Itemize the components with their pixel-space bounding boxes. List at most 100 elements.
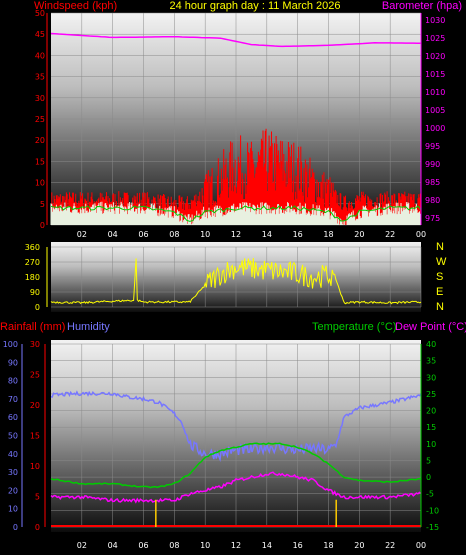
barometer-tick-label: 1000 [425, 124, 445, 133]
wind-tick-label: 5 [40, 200, 45, 209]
x-tick-label: 04 [108, 230, 118, 239]
humidity-tick-label: 50 [8, 432, 18, 441]
x-tick-label: 08 [169, 230, 179, 239]
x-tick-label: 22 [385, 230, 395, 239]
temperature-tick-label: 5 [426, 456, 431, 465]
x-tick-label: 12 [231, 541, 241, 550]
x-tick-label: 14 [262, 230, 272, 239]
barometer-tick-label: 995 [425, 142, 440, 151]
rain-tick-label: 20 [30, 401, 40, 410]
barometer-tick-label: 1010 [425, 88, 445, 97]
temperature-tick-label: 10 [426, 440, 436, 449]
humidity-tick-label: 90 [8, 358, 18, 367]
temperature-tick-label: 35 [426, 357, 436, 366]
compass-label: E [436, 286, 443, 298]
rain-tick-label: 15 [30, 432, 40, 441]
x-tick-label: 20 [354, 230, 364, 239]
wind-tick-label: 0 [40, 221, 45, 230]
x-tick-label: 18 [323, 230, 333, 239]
wind-tick-label: 50 [35, 9, 45, 18]
x-tick-label: 22 [385, 541, 395, 550]
direction-tick-label: 180 [25, 273, 40, 282]
compass-label: N [436, 241, 444, 253]
humidity-tick-label: 10 [8, 505, 18, 514]
barometer-tick-label: 990 [425, 160, 440, 169]
average-series [50, 201, 421, 225]
wind-tick-label: 20 [35, 136, 45, 145]
x-tick-label: 00 [416, 541, 426, 550]
temperature-tick-label: 25 [426, 390, 436, 399]
humidity-tick-label: 80 [8, 377, 18, 386]
direction-tick-label: 360 [25, 243, 40, 252]
direction-series [50, 257, 422, 305]
wind-tick-label: 25 [35, 115, 45, 124]
barometer-tick-label: 1015 [425, 70, 445, 79]
barometer-tick-label: 1025 [425, 34, 445, 43]
temperature-series [50, 442, 422, 489]
humidity-tick-label: 0 [13, 523, 18, 532]
barometer-tick-label: 1005 [425, 106, 445, 115]
x-tick-label: 14 [262, 541, 272, 550]
humidity-tick-label: 70 [8, 395, 18, 404]
humidity-tick-label: 100 [3, 340, 18, 349]
temperature-tick-label: 20 [426, 407, 436, 416]
rain-tick-label: 30 [30, 340, 40, 349]
x-tick-label: 10 [200, 541, 210, 550]
x-tick-label: 20 [354, 541, 364, 550]
x-tick-label: 16 [293, 230, 303, 239]
humidity-tick-label: 60 [8, 413, 18, 422]
x-tick-label: 06 [138, 230, 148, 239]
x-tick-label: 12 [231, 230, 241, 239]
x-tick-label: 06 [138, 541, 148, 550]
graph-title: 24 hour graph day : 11 March 2026 [169, 0, 340, 12]
average-line [50, 205, 422, 222]
humidity-tick-label: 20 [8, 486, 18, 495]
humidity-axis-title: Humidity [67, 321, 110, 333]
dewpoint-series [50, 471, 422, 504]
x-tick-label: 04 [108, 541, 118, 550]
temperature-axis-title: Temperature (°C) [312, 321, 396, 333]
x-tick-label: 16 [293, 541, 303, 550]
wind-tick-label: 10 [35, 179, 45, 188]
direction-tick-label: 0 [35, 303, 40, 312]
rainfall-axis-title: Rainfall (mm) [0, 321, 65, 333]
temperature-tick-label: -15 [426, 523, 439, 532]
temperature-tick-label: -10 [426, 506, 439, 515]
barometer-axis-title: Barometer (hpa) [382, 0, 462, 12]
wind-tick-label: 40 [35, 51, 45, 60]
wind-tick-label: 35 [35, 73, 45, 82]
barometer-tick-label: 1030 [425, 16, 445, 25]
direction-tick-label: 270 [25, 258, 40, 267]
temperature-tick-label: 0 [426, 473, 431, 482]
dewpoint-axis-title: Dew Point (°C) [395, 321, 466, 333]
humidity-tick-label: 30 [8, 468, 18, 477]
x-tick-label: 18 [323, 541, 333, 550]
barometer-tick-label: 975 [425, 214, 440, 223]
direction-tick-label: 90 [30, 288, 40, 297]
temperature-tick-label: -5 [426, 490, 434, 499]
rain-tick-label: 5 [35, 493, 40, 502]
x-tick-label: 02 [77, 230, 87, 239]
wind-tick-label: 30 [35, 94, 45, 103]
barometer-tick-label: 985 [425, 178, 440, 187]
temperature-tick-label: 15 [426, 423, 436, 432]
x-tick-label: 02 [77, 541, 87, 550]
temperature-tick-label: 30 [426, 373, 436, 382]
rain-tick-label: 0 [35, 523, 40, 532]
wind-axis-title: Windspeed (kph) [34, 0, 117, 12]
wind-tick-label: 45 [35, 30, 45, 39]
humidity-tick-label: 40 [8, 450, 18, 459]
x-tick-label: 08 [169, 541, 179, 550]
barometer-tick-label: 980 [425, 196, 440, 205]
compass-label: W [436, 256, 447, 268]
wind-tick-label: 15 [35, 157, 45, 166]
rain-tick-label: 10 [30, 462, 40, 471]
temperature-tick-label: 40 [426, 340, 436, 349]
compass-label: N [436, 301, 444, 313]
barometer-series [50, 32, 421, 48]
x-tick-label: 00 [416, 230, 426, 239]
x-tick-label: 10 [200, 230, 210, 239]
compass-label: S [436, 271, 443, 283]
barometer-tick-label: 1020 [425, 52, 445, 61]
